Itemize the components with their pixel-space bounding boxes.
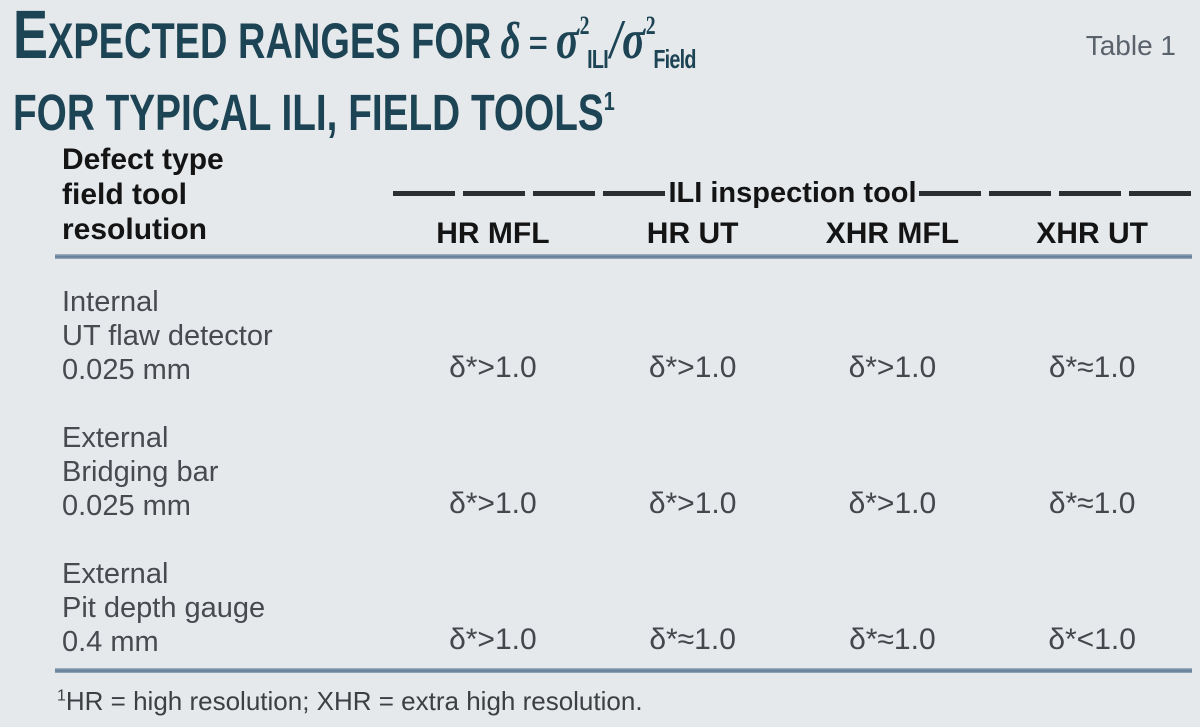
row-label: Internal UT flaw detector 0.025 mm bbox=[55, 285, 393, 387]
title-line-2: FOR TYPICAL ILI, FIELD TOOLS1 bbox=[13, 85, 696, 149]
sigma-field-subscript: Field bbox=[653, 44, 696, 74]
title-footnote-marker: 1 bbox=[603, 86, 615, 116]
sigma-field: σ bbox=[622, 9, 645, 71]
cell-value: δ*≈1.0 bbox=[849, 623, 936, 656]
footer-rule bbox=[55, 668, 1192, 673]
table-row: External Pit depth gauge 0.4 mm δ*>1.0 δ… bbox=[55, 557, 1192, 659]
footnote-marker: 1 bbox=[57, 687, 66, 705]
table-body: Internal UT flaw detector 0.025 mm δ*>1.… bbox=[55, 285, 1192, 659]
sigma-ili-power: 2 bbox=[579, 11, 590, 40]
header-rule bbox=[55, 254, 1192, 259]
row-header-line: resolution bbox=[62, 213, 208, 246]
row-label-line: 0.025 mm bbox=[62, 490, 191, 522]
row-label-line: UT flaw detector bbox=[62, 320, 273, 352]
table-footnote: 1HR = high resolution; XHR = extra high … bbox=[55, 686, 1192, 717]
column-headers: HR MFL HR UT XHR MFL XHR UT bbox=[393, 217, 1192, 251]
row-label-line: External bbox=[62, 422, 169, 454]
dash-line-right bbox=[918, 190, 1193, 196]
row-label: External Bridging bar 0.025 mm bbox=[55, 421, 393, 523]
cell-value: δ*>1.0 bbox=[449, 351, 537, 384]
cell-value: δ*>1.0 bbox=[648, 351, 737, 384]
equals-sign: = bbox=[528, 17, 549, 68]
table-header: Defect type field tool resolution ILI in… bbox=[55, 142, 1193, 254]
column-header-hr-mfl: HR MFL bbox=[436, 217, 550, 250]
row-header-line: field tool bbox=[62, 178, 187, 211]
row-label-line: Bridging bar bbox=[62, 456, 219, 488]
title-line-1: EXPECTED RANGES FOR δ = σ2ILI/σ2Field bbox=[13, 0, 696, 83]
cell-value: δ*>1.0 bbox=[648, 487, 737, 520]
data-table: Defect type field tool resolution ILI in… bbox=[55, 142, 1193, 717]
table-row: Internal UT flaw detector 0.025 mm δ*>1.… bbox=[55, 285, 1192, 387]
row-header-title: Defect type field tool resolution bbox=[55, 142, 393, 254]
sigma-ili-subscript: ILI bbox=[587, 44, 609, 74]
cell-value: δ*≈1.0 bbox=[1048, 487, 1136, 520]
delta-formula: δ = σ2ILI/σ2Field bbox=[500, 9, 696, 74]
cell-value: δ*>1.0 bbox=[449, 487, 537, 520]
row-label-line: 0.4 mm bbox=[62, 626, 159, 658]
row-label: External Pit depth gauge 0.4 mm bbox=[55, 557, 393, 659]
title-dropcap: E bbox=[13, 0, 48, 73]
row-label-line: 0.025 mm bbox=[62, 354, 191, 386]
row-label-line: External bbox=[62, 558, 169, 590]
sigma-ili: σ bbox=[555, 9, 579, 71]
delta-symbol: δ bbox=[500, 13, 521, 70]
column-group: ILI inspection tool HR MFL HR UT XHR MFL… bbox=[393, 142, 1193, 254]
column-header-xhr-ut: XHR UT bbox=[1036, 217, 1148, 250]
cell-value: δ*≈1.0 bbox=[1048, 351, 1136, 384]
column-group-rule: ILI inspection tool bbox=[393, 176, 1193, 210]
title-text-2: FOR TYPICAL ILI, FIELD TOOLS bbox=[13, 84, 604, 141]
row-header-line: Defect type bbox=[62, 143, 224, 176]
cell-value: δ*<1.0 bbox=[1048, 623, 1136, 656]
row-label-line: Pit depth gauge bbox=[62, 592, 266, 624]
cell-value: δ*>1.0 bbox=[449, 623, 537, 656]
row-label-line: Internal bbox=[62, 286, 159, 318]
sigma-field-power: 2 bbox=[645, 11, 656, 40]
figure-title: EXPECTED RANGES FOR δ = σ2ILI/σ2Field FOR T… bbox=[13, 0, 696, 149]
table-row: External Bridging bar 0.025 mm δ*>1.0 δ*… bbox=[55, 421, 1192, 523]
cell-value: δ*>1.0 bbox=[848, 487, 937, 520]
footnote-text: HR = high resolution; XHR = extra high r… bbox=[65, 686, 643, 716]
cell-value: δ*>1.0 bbox=[848, 351, 937, 384]
column-header-xhr-mfl: XHR MFL bbox=[825, 217, 960, 250]
cell-value: δ*≈1.0 bbox=[649, 623, 736, 656]
title-text: XPECTED RANGES FOR bbox=[47, 13, 492, 69]
dash-line-left bbox=[393, 190, 667, 196]
column-header-hr-ut: HR UT bbox=[646, 217, 739, 250]
table-number-label: Table 1 bbox=[1085, 30, 1176, 61]
division-slash: / bbox=[610, 9, 623, 71]
column-group-label: ILI inspection tool bbox=[668, 176, 917, 209]
